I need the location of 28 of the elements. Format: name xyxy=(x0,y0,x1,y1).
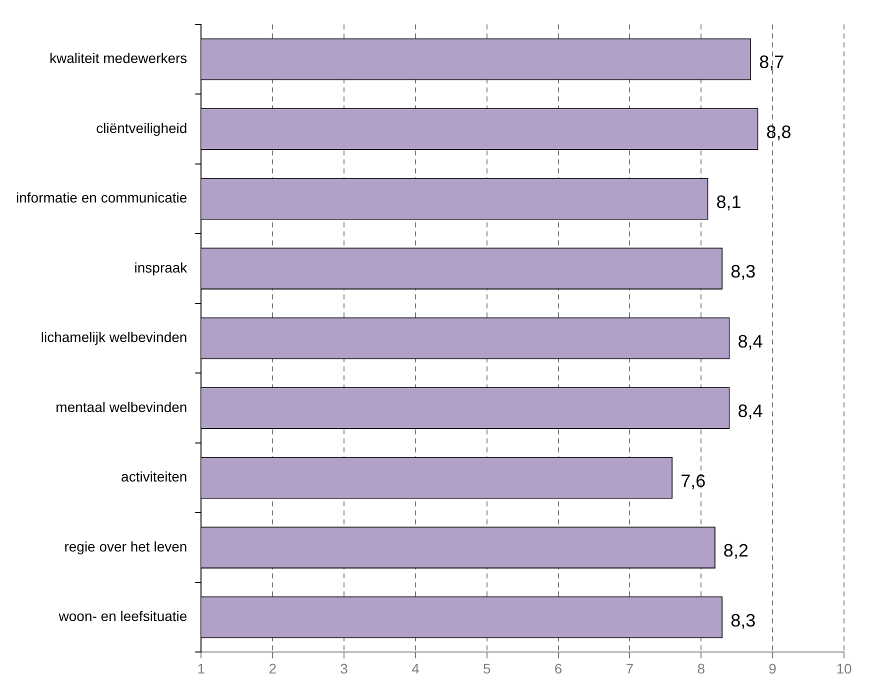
x-tick-label: 6 xyxy=(554,660,562,676)
data-label: 8,4 xyxy=(738,331,763,352)
y-tick-label: informatie en communicatie xyxy=(16,190,188,206)
y-tick-label: mentaal welbevinden xyxy=(56,398,188,415)
y-tick-label: kwaliteit medewerkers xyxy=(49,50,188,66)
x-tick-label: 10 xyxy=(836,660,852,676)
data-label: 8,7 xyxy=(759,52,784,72)
x-tick-label: 4 xyxy=(412,660,420,676)
x-tick-label: 8 xyxy=(697,660,706,676)
y-tick-label: activiteiten xyxy=(121,468,188,485)
y-tick-label: inspraak xyxy=(134,259,188,276)
y-tick-label: woon- en leefsituatie xyxy=(58,608,188,624)
data-label: 8,8 xyxy=(766,122,792,142)
data-label: 8,3 xyxy=(730,610,756,630)
x-tick-label: 2 xyxy=(268,660,277,676)
y-tick-label: lichamelijk welbevinden xyxy=(40,329,188,346)
x-tick-label: 1 xyxy=(197,660,206,676)
x-tick-label: 5 xyxy=(482,660,491,676)
x-tick-label: 7 xyxy=(626,660,634,676)
data-label: 8,3 xyxy=(730,262,756,282)
data-label: 8,1 xyxy=(716,192,742,212)
data-label: 8,2 xyxy=(723,540,748,561)
data-label: 8,4 xyxy=(738,401,763,422)
y-tick-label: regie over het leven xyxy=(64,538,188,554)
data-label: 7,6 xyxy=(680,470,706,491)
x-tick-label: 3 xyxy=(340,660,348,676)
y-tick-label: cliëntveiligheid xyxy=(96,120,188,136)
x-tick-label: 9 xyxy=(768,660,777,676)
